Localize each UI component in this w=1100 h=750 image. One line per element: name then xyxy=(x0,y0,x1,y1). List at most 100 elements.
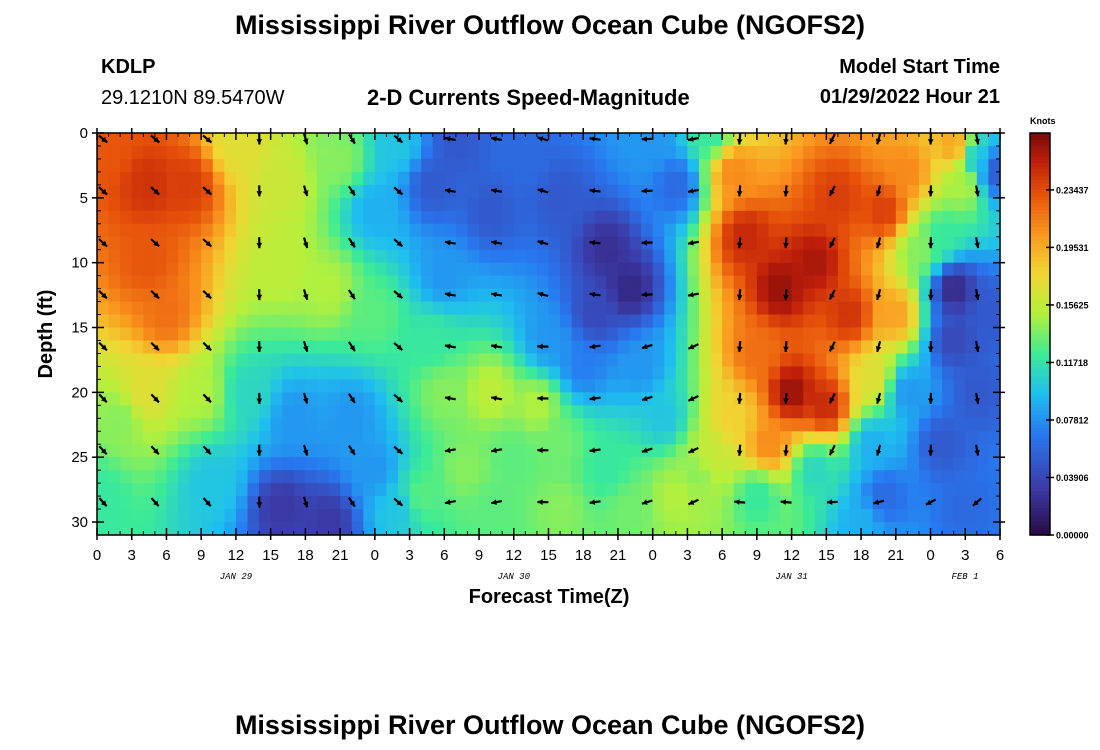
heatmap-cell xyxy=(166,249,179,264)
heatmap-cell xyxy=(189,405,202,419)
heatmap-cell xyxy=(120,301,133,316)
heatmap-cell xyxy=(641,431,654,445)
heatmap-cell xyxy=(652,171,665,186)
heatmap-cell xyxy=(675,210,689,225)
heatmap-cell xyxy=(363,353,376,368)
heatmap-cell xyxy=(409,379,422,393)
heatmap-cell xyxy=(907,522,920,536)
vector-arrow xyxy=(302,340,309,353)
heatmap-cell xyxy=(247,133,260,147)
heatmap-cell xyxy=(490,262,503,277)
heatmap-cell xyxy=(259,340,272,355)
heatmap-cell xyxy=(652,197,665,212)
heatmap-cell xyxy=(305,327,318,342)
heatmap-cell xyxy=(560,340,573,355)
heatmap-cell xyxy=(849,509,862,523)
heatmap-cell xyxy=(479,366,492,380)
heatmap-cell xyxy=(131,197,144,212)
heatmap-cell xyxy=(479,236,492,251)
heatmap-cell xyxy=(594,184,607,199)
heatmap-cell xyxy=(293,353,306,368)
heatmap-cell xyxy=(745,210,758,225)
heatmap-cell xyxy=(525,470,538,484)
colorbar-segment xyxy=(1030,360,1050,365)
heatmap-cell xyxy=(768,197,781,212)
heatmap-cell xyxy=(467,133,480,147)
heatmap-cell xyxy=(421,431,434,445)
heatmap-cell xyxy=(259,405,272,419)
heatmap-cell xyxy=(710,184,723,199)
heatmap-cell xyxy=(120,496,133,510)
y-tick-label: 0 xyxy=(80,125,88,142)
colorbar-segment xyxy=(1030,179,1050,184)
heatmap-cell xyxy=(536,379,550,393)
heatmap-cell xyxy=(293,379,306,393)
heatmap-cell xyxy=(895,327,908,342)
heatmap-cell xyxy=(942,496,955,510)
heatmap-cell xyxy=(421,133,434,147)
heatmap-cell xyxy=(849,340,862,355)
heatmap-cell xyxy=(351,223,364,238)
heatmap-cell xyxy=(282,133,295,147)
heatmap-cell xyxy=(849,158,862,173)
heatmap-cell xyxy=(768,184,781,199)
heatmap-cell xyxy=(120,457,133,471)
heatmap-cell xyxy=(212,522,225,536)
heatmap-cell xyxy=(745,171,758,186)
heatmap-cell xyxy=(444,262,457,277)
heatmap-cell xyxy=(120,483,133,497)
heatmap-cell xyxy=(884,197,897,212)
heatmap-cell xyxy=(826,509,839,523)
heatmap-cell xyxy=(351,197,364,212)
heatmap-cell xyxy=(513,496,526,510)
heatmap-cell xyxy=(837,483,851,497)
heatmap-cell xyxy=(409,444,422,458)
heatmap-cell xyxy=(710,158,723,173)
heatmap-cell xyxy=(791,522,804,536)
heatmap-cell xyxy=(814,522,827,536)
heatmap-cell xyxy=(768,392,781,406)
heatmap-cell xyxy=(976,275,990,290)
heatmap-cell xyxy=(976,327,990,342)
heatmap-cell xyxy=(942,314,955,329)
heatmap-cell xyxy=(536,171,550,186)
heatmap-cell xyxy=(432,353,445,368)
heatmap-cell xyxy=(803,210,816,225)
heatmap-cell xyxy=(791,158,804,173)
heatmap-cell xyxy=(722,133,735,147)
heatmap-cell xyxy=(513,366,526,380)
heatmap-cell xyxy=(293,522,306,536)
heatmap-cell xyxy=(953,197,966,212)
heatmap-cell xyxy=(710,249,723,264)
heatmap-cell xyxy=(351,405,364,419)
heatmap-cell xyxy=(432,509,445,523)
colorbar-segment xyxy=(1030,240,1050,245)
heatmap-cell xyxy=(131,470,144,484)
heatmap-cell xyxy=(97,483,110,497)
heatmap-cell xyxy=(363,145,376,160)
heatmap-cell xyxy=(235,353,249,368)
vector-arrow xyxy=(202,445,212,456)
heatmap-cell xyxy=(907,262,920,277)
heatmap-cell xyxy=(270,379,283,393)
colorbar-segment xyxy=(1030,243,1050,248)
heatmap-cell xyxy=(409,275,422,290)
heatmap-cell xyxy=(178,262,191,277)
heatmap-cell xyxy=(965,444,978,458)
heatmap-cell xyxy=(814,340,827,355)
heatmap-cell xyxy=(803,171,816,186)
heatmap-cell xyxy=(398,418,411,432)
heatmap-cell xyxy=(340,327,353,342)
colorbar-segment xyxy=(1030,347,1050,352)
heatmap-cell xyxy=(907,158,920,173)
heatmap-cell xyxy=(722,483,735,497)
heatmap-cell xyxy=(178,184,191,199)
heatmap-cell xyxy=(536,327,550,342)
heatmap-cell xyxy=(918,236,932,251)
heatmap-cell xyxy=(189,327,202,342)
heatmap-cell xyxy=(108,392,121,406)
heatmap-cell xyxy=(629,327,642,342)
heatmap-cell xyxy=(455,288,469,303)
heatmap-cell xyxy=(664,236,677,251)
heatmap-cell xyxy=(641,197,654,212)
